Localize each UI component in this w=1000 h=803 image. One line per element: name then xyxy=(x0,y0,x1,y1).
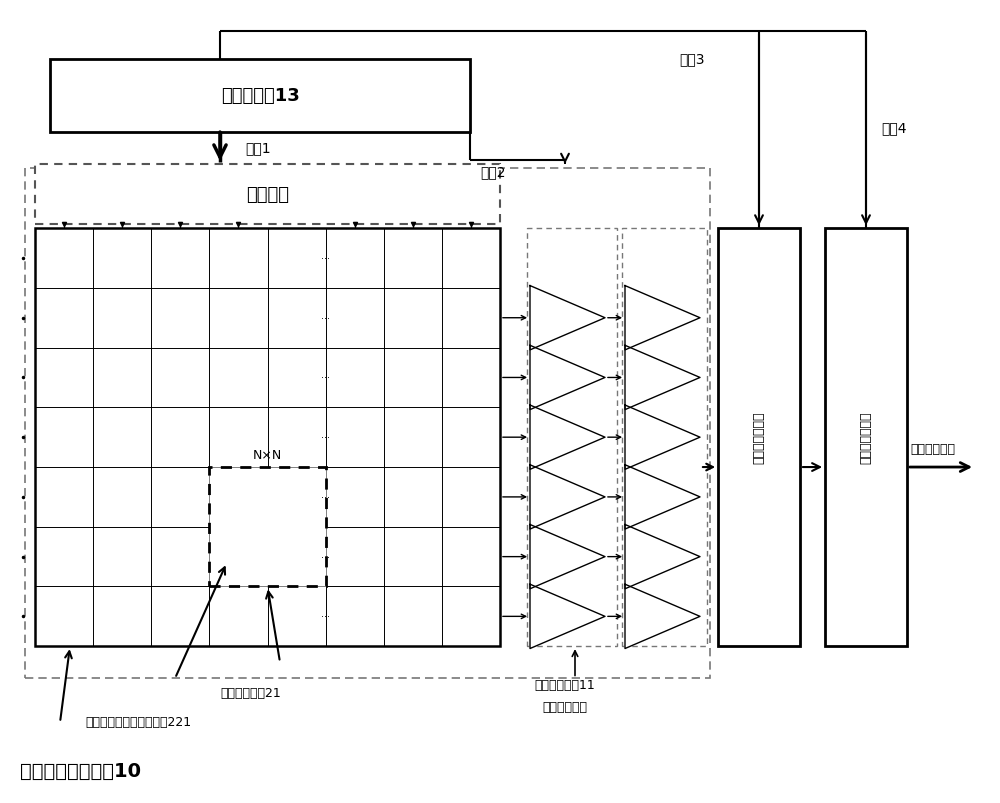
Polygon shape xyxy=(625,465,700,529)
Text: 指令4: 指令4 xyxy=(881,121,906,136)
Polygon shape xyxy=(530,525,605,589)
Text: 指令2: 指令2 xyxy=(480,165,506,178)
Bar xyxy=(50,60,470,132)
Text: 数字控制器13: 数字控制器13 xyxy=(221,88,299,105)
Text: 金属光栅光电二极管单元221: 金属光栅光电二极管单元221 xyxy=(85,715,191,728)
Bar xyxy=(25,169,710,679)
Bar xyxy=(35,229,500,646)
Polygon shape xyxy=(625,286,700,350)
Text: 彩色像素单元阵刷10: 彩色像素单元阵刷10 xyxy=(20,761,141,781)
Bar xyxy=(622,229,707,646)
Polygon shape xyxy=(530,286,605,350)
Bar xyxy=(35,165,500,225)
Polygon shape xyxy=(625,525,700,589)
Text: 模数转换器１４: 模数转换器１４ xyxy=(753,411,766,464)
Polygon shape xyxy=(530,585,605,649)
Polygon shape xyxy=(530,406,605,470)
Polygon shape xyxy=(530,465,605,529)
Text: 彩色像素单刷21: 彩色像素单刷21 xyxy=(220,687,281,699)
Text: 列解码器: 列解码器 xyxy=(246,186,290,204)
Text: 数字图像输出: 数字图像输出 xyxy=(910,442,955,455)
Bar xyxy=(718,229,800,646)
Text: 噪声去除模块11: 噪声去除模块11 xyxy=(535,679,595,691)
Text: 指令1: 指令1 xyxy=(245,141,271,155)
Text: ···: ··· xyxy=(321,552,330,562)
Polygon shape xyxy=(625,346,700,410)
Text: 和缓存器１２: 和缓存器１２ xyxy=(542,700,588,713)
Bar xyxy=(825,229,907,646)
Polygon shape xyxy=(530,346,605,410)
Text: N×N: N×N xyxy=(253,449,282,462)
Bar xyxy=(527,229,617,646)
Polygon shape xyxy=(625,406,700,470)
Text: ···: ··· xyxy=(321,313,330,324)
Text: 指令3: 指令3 xyxy=(679,52,704,66)
Text: ···: ··· xyxy=(321,492,330,503)
Text: ···: ··· xyxy=(321,433,330,442)
Polygon shape xyxy=(625,585,700,649)
Text: ···: ··· xyxy=(321,254,330,263)
Text: ···: ··· xyxy=(321,612,330,622)
Bar xyxy=(209,467,326,587)
Text: 数字处理器１５: 数字处理器１５ xyxy=(860,411,872,464)
Text: ···: ··· xyxy=(321,373,330,383)
